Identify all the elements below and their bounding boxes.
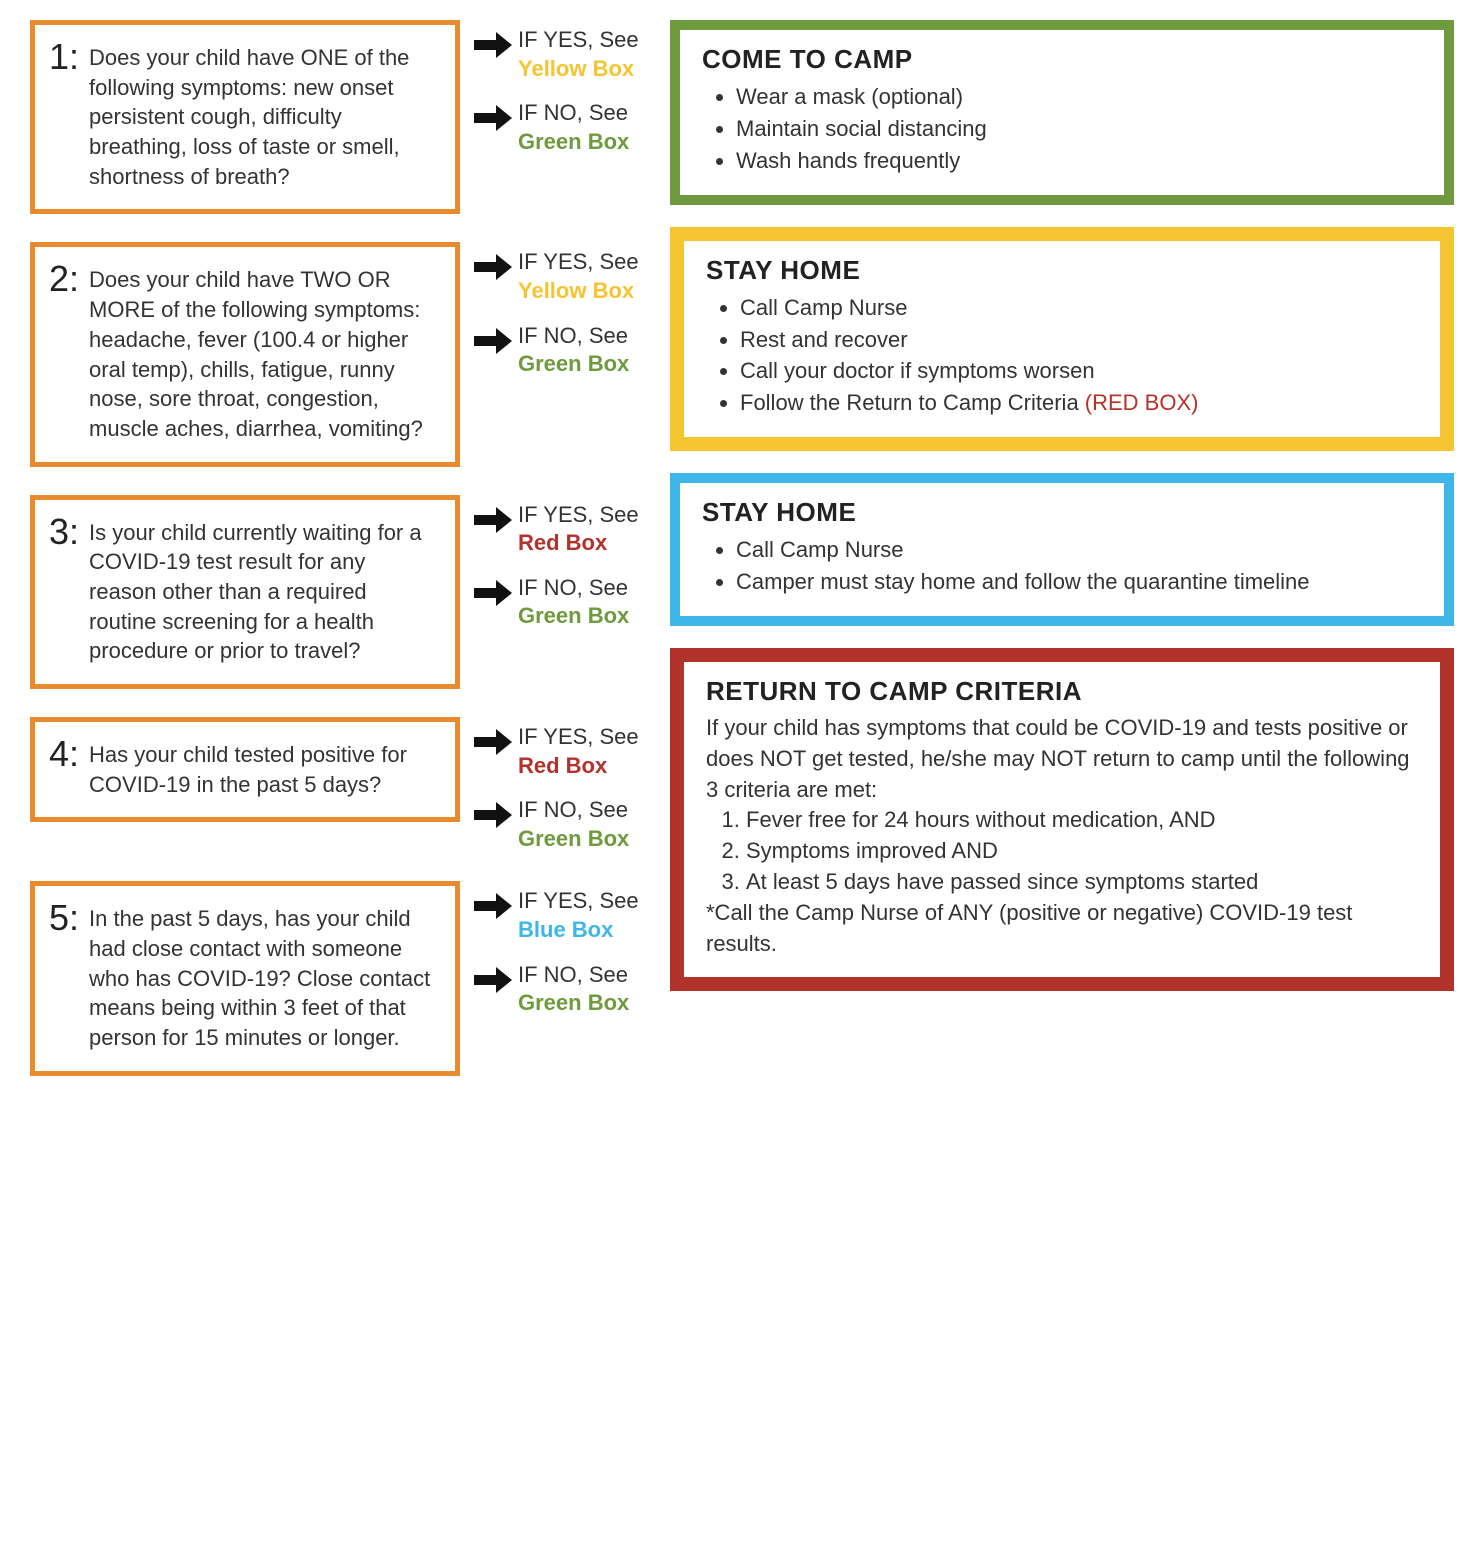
yes-answer: IF YES, SeeYellow Box — [474, 26, 639, 83]
yes-answer: IF YES, SeeYellow Box — [474, 248, 639, 305]
question-number: 4: — [49, 736, 79, 772]
no-answer: IF NO, SeeGreen Box — [474, 99, 639, 156]
answer-group: IF YES, SeeYellow Box IF NO, SeeGreen Box — [474, 20, 639, 156]
red-box-reference: (RED BOX) — [1085, 390, 1199, 415]
no-target: Green Box — [518, 990, 629, 1015]
arrow-icon — [474, 254, 512, 280]
question-row: 1: Does your child have ONE of the follow… — [30, 20, 640, 214]
arrow-icon — [474, 893, 512, 919]
yes-target: Yellow Box — [518, 56, 634, 81]
question-box: 2: Does your child have TWO OR MORE of th… — [30, 242, 460, 466]
question-row: 4: Has your child tested positive for COV… — [30, 717, 640, 853]
question-row: 5: In the past 5 days, has your child had… — [30, 881, 640, 1075]
answer-group: IF YES, SeeBlue Box IF NO, SeeGreen Box — [474, 881, 639, 1017]
question-box: 5: In the past 5 days, has your child had… — [30, 881, 460, 1075]
question-box: 4: Has your child tested positive for COV… — [30, 717, 460, 822]
main-container: 1: Does your child have ONE of the follow… — [30, 20, 1454, 1076]
list-item: Wash hands frequently — [736, 145, 1422, 177]
list-item: Wear a mask (optional) — [736, 81, 1422, 113]
question-text: In the past 5 days, has your child had c… — [89, 900, 437, 1052]
blue-box: STAY HOME Call Camp NurseCamper must sta… — [670, 473, 1454, 626]
yes-answer-text: IF YES, SeeYellow Box — [518, 26, 639, 83]
arrow-icon — [474, 328, 512, 354]
green-box: COME TO CAMP Wear a mask (optional)Maint… — [670, 20, 1454, 205]
arrow-icon — [474, 32, 512, 58]
no-answer: IF NO, SeeGreen Box — [474, 961, 639, 1018]
no-answer: IF NO, SeeGreen Box — [474, 322, 639, 379]
no-answer: IF NO, SeeGreen Box — [474, 796, 639, 853]
no-answer-text: IF NO, SeeGreen Box — [518, 574, 629, 631]
question-number: 1: — [49, 39, 79, 75]
question-text: Is your child currently waiting for a CO… — [89, 514, 437, 666]
green-box-title: COME TO CAMP — [702, 44, 1422, 75]
red-box: RETURN TO CAMP CRITERIA If your child ha… — [670, 648, 1454, 991]
question-box: 3: Is your child currently waiting for a … — [30, 495, 460, 689]
question-number: 2: — [49, 261, 79, 297]
red-box-intro: If your child has symptoms that could be… — [706, 713, 1418, 805]
yes-answer: IF YES, SeeRed Box — [474, 723, 639, 780]
criteria-item: At least 5 days have passed since sympto… — [746, 867, 1418, 898]
yes-answer-text: IF YES, SeeBlue Box — [518, 887, 639, 944]
arrow-icon — [474, 105, 512, 131]
question-row: 3: Is your child currently waiting for a … — [30, 495, 640, 689]
red-box-criteria: Fever free for 24 hours without medicati… — [706, 805, 1418, 897]
yellow-box: STAY HOME Call Camp NurseRest and recove… — [670, 227, 1454, 452]
question-text: Does your child have TWO OR MORE of the … — [89, 261, 437, 443]
question-text: Does your child have ONE of the followin… — [89, 39, 437, 191]
list-item: Rest and recover — [740, 324, 1418, 356]
yes-answer: IF YES, SeeRed Box — [474, 501, 639, 558]
question-text: Has your child tested positive for COVID… — [89, 736, 437, 799]
answer-group: IF YES, SeeRed Box IF NO, SeeGreen Box — [474, 495, 639, 631]
red-box-title: RETURN TO CAMP CRITERIA — [706, 676, 1418, 707]
question-number: 5: — [49, 900, 79, 936]
yes-target: Red Box — [518, 530, 607, 555]
yes-answer-text: IF YES, SeeRed Box — [518, 723, 639, 780]
criteria-item: Fever free for 24 hours without medicati… — [746, 805, 1418, 836]
yes-target: Blue Box — [518, 917, 613, 942]
answer-group: IF YES, SeeRed Box IF NO, SeeGreen Box — [474, 717, 639, 853]
no-answer-text: IF NO, SeeGreen Box — [518, 961, 629, 1018]
arrow-icon — [474, 507, 512, 533]
no-answer-text: IF NO, SeeGreen Box — [518, 322, 629, 379]
questions-column: 1: Does your child have ONE of the follow… — [30, 20, 640, 1076]
list-item: Call Camp Nurse — [740, 292, 1418, 324]
question-row: 2: Does your child have TWO OR MORE of th… — [30, 242, 640, 466]
no-target: Green Box — [518, 826, 629, 851]
answer-group: IF YES, SeeYellow Box IF NO, SeeGreen Box — [474, 242, 639, 378]
arrow-icon — [474, 802, 512, 828]
arrow-icon — [474, 729, 512, 755]
info-column: COME TO CAMP Wear a mask (optional)Maint… — [670, 20, 1454, 1076]
arrow-icon — [474, 967, 512, 993]
yes-answer-text: IF YES, SeeYellow Box — [518, 248, 639, 305]
red-box-footnote: *Call the Camp Nurse of ANY (positive or… — [706, 898, 1418, 960]
no-answer-text: IF NO, SeeGreen Box — [518, 796, 629, 853]
yes-answer: IF YES, SeeBlue Box — [474, 887, 639, 944]
no-target: Green Box — [518, 129, 629, 154]
yes-target: Red Box — [518, 753, 607, 778]
no-answer-text: IF NO, SeeGreen Box — [518, 99, 629, 156]
arrow-icon — [474, 580, 512, 606]
yes-answer-text: IF YES, SeeRed Box — [518, 501, 639, 558]
list-item: Call your doctor if symptoms worsen — [740, 355, 1418, 387]
question-number: 3: — [49, 514, 79, 550]
list-item: Camper must stay home and follow the qua… — [736, 566, 1422, 598]
question-box: 1: Does your child have ONE of the follow… — [30, 20, 460, 214]
yellow-box-title: STAY HOME — [706, 255, 1418, 286]
list-item: Call Camp Nurse — [736, 534, 1422, 566]
list-item: Maintain social distancing — [736, 113, 1422, 145]
green-box-list: Wear a mask (optional)Maintain social di… — [702, 81, 1422, 177]
list-item: Follow the Return to Camp Criteria (RED … — [740, 387, 1418, 419]
criteria-item: Symptoms improved AND — [746, 836, 1418, 867]
yes-target: Yellow Box — [518, 278, 634, 303]
yellow-box-list: Call Camp NurseRest and recoverCall your… — [706, 292, 1418, 420]
no-target: Green Box — [518, 603, 629, 628]
no-answer: IF NO, SeeGreen Box — [474, 574, 639, 631]
blue-box-title: STAY HOME — [702, 497, 1422, 528]
blue-box-list: Call Camp NurseCamper must stay home and… — [702, 534, 1422, 598]
no-target: Green Box — [518, 351, 629, 376]
